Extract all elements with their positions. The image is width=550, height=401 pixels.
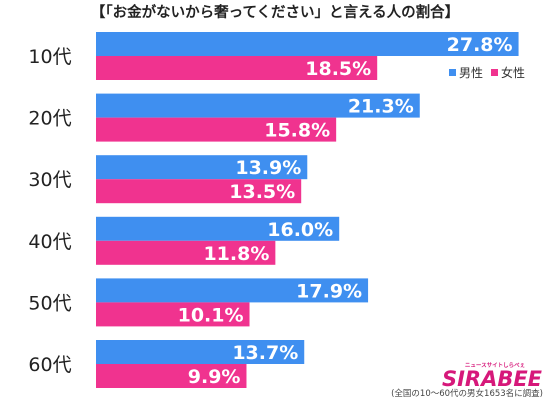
category-label: 40代 <box>28 231 71 253</box>
category-label: 20代 <box>28 108 71 130</box>
category-label: 30代 <box>28 169 71 191</box>
bar-male <box>96 93 420 118</box>
logo-subtitle: ニュースサイトしらべぇ <box>465 362 525 369</box>
bar-female <box>96 364 247 388</box>
bar-female <box>96 240 276 265</box>
bar-male <box>96 32 519 56</box>
data-label: 11.8% <box>203 243 269 265</box>
legend: 男性 女性 <box>449 65 525 80</box>
bar-female <box>96 179 302 204</box>
data-label: 18.5% <box>305 58 371 80</box>
bar-female <box>96 56 378 80</box>
bar-male <box>96 216 340 241</box>
bar-male <box>96 278 369 303</box>
data-label: 13.5% <box>229 181 295 203</box>
data-label: 9.9% <box>188 366 241 388</box>
bar-female <box>96 117 337 142</box>
data-label: 15.8% <box>264 120 330 142</box>
data-label: 13.7% <box>232 342 298 364</box>
data-label: 17.9% <box>296 280 362 302</box>
data-label: 13.9% <box>235 157 301 179</box>
category-label: 10代 <box>28 46 71 68</box>
logo-wordmark: SIRABEE <box>442 367 543 391</box>
data-label: 10.1% <box>178 304 244 326</box>
data-label: 21.3% <box>348 96 414 118</box>
legend-label: 女性 <box>501 65 525 80</box>
category-label: 60代 <box>28 354 71 376</box>
legend-label: 男性 <box>459 66 483 80</box>
bars-layer: 10代 27.8% 18.5% 20代 21.3% 15.8% 30代 13.9%13.5% 4… <box>28 32 519 388</box>
sirabee-logo: ニュースサイトしらべぇ SIRABEE <box>442 362 543 391</box>
footnote: (全国の10～60代の男女1653名に調査) <box>391 388 543 399</box>
chart-title: 【「お金がないから奢ってください」と言える人の割合】 <box>91 3 459 21</box>
legend-swatch <box>491 69 498 76</box>
bar-male <box>96 155 308 180</box>
bar-female <box>96 302 250 327</box>
category-label: 50代 <box>28 292 71 314</box>
bar-male <box>96 340 305 364</box>
legend-swatch <box>449 69 456 76</box>
data-label: 27.8% <box>447 34 513 56</box>
data-label: 16.0% <box>267 219 333 241</box>
